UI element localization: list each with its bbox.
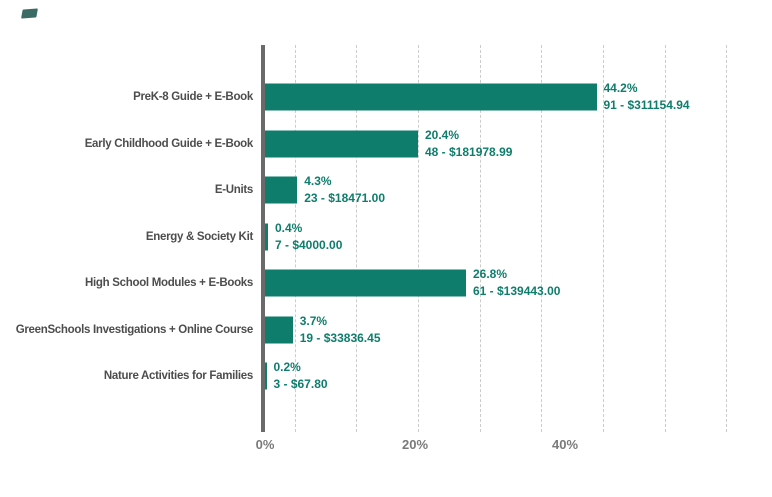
table-row: GreenSchools Investigations + Online Cou… xyxy=(0,307,772,354)
category-label: Early Childhood Guide + E-Book xyxy=(84,137,254,150)
category-label: High School Modules + E-Books xyxy=(85,277,253,290)
value-labels: 0.4% 7 - $4000.00 xyxy=(275,220,342,254)
grid-line xyxy=(603,45,604,432)
plot-area xyxy=(261,45,735,432)
value-labels: 0.2% 3 - $67.80 xyxy=(274,359,328,393)
bar-rows: PreK-8 Guide + E-Book 44.2% 91 - $311154… xyxy=(0,74,772,400)
value-labels: 20.4% 48 - $181978.99 xyxy=(425,127,512,161)
value-bar xyxy=(265,83,597,111)
value-bar xyxy=(265,269,466,297)
bar-track: 3.7% 19 - $33836.45 xyxy=(265,307,772,354)
bar-track: 44.2% 91 - $311154.94 xyxy=(265,74,772,121)
grid-line xyxy=(664,45,666,432)
corner-artifact-mark xyxy=(21,8,38,19)
category-label: E-Units xyxy=(214,184,253,197)
bar-track: 26.8% 61 - $139443.00 xyxy=(265,260,772,307)
category-label: GreenSchools Investigations + Online Cou… xyxy=(15,323,254,336)
percent-label: 20.4% xyxy=(425,127,460,142)
value-bar xyxy=(265,362,267,390)
count-revenue-label: 48 - $181978.99 xyxy=(425,144,513,159)
value-bar xyxy=(265,316,293,344)
value-labels: 44.2% 91 - $311154.94 xyxy=(604,80,690,114)
x-tick-label: 40% xyxy=(551,437,579,452)
category-label: PreK-8 Guide + E-Book xyxy=(133,91,253,104)
value-bar xyxy=(265,223,268,251)
count-revenue-label: 19 - $33836.45 xyxy=(299,330,381,345)
grid-line xyxy=(726,45,728,432)
value-labels: 3.7% 19 - $33836.45 xyxy=(300,313,381,347)
value-labels: 4.3% 23 - $18471.00 xyxy=(304,173,385,207)
bar-track: 0.2% 3 - $67.80 xyxy=(265,353,772,400)
count-revenue-label: 61 - $139443.00 xyxy=(473,284,561,299)
table-row: Energy & Society Kit 0.4% 7 - $4000.00 xyxy=(0,214,772,261)
bar-track: 4.3% 23 - $18471.00 xyxy=(265,167,772,214)
x-tick-label: 20% xyxy=(401,437,429,452)
grid-line xyxy=(417,45,419,432)
x-tick-label: 0% xyxy=(255,437,275,452)
grid-line xyxy=(294,45,296,432)
percent-label: 4.3% xyxy=(304,174,332,189)
grid-line xyxy=(479,45,481,432)
table-row: PreK-8 Guide + E-Book 44.2% 91 - $311154… xyxy=(0,74,772,121)
table-row: High School Modules + E-Books 26.8% 61 -… xyxy=(0,260,772,307)
value-bar xyxy=(265,176,298,204)
percent-label: 44.2% xyxy=(603,81,638,96)
percent-label: 0.2% xyxy=(273,360,301,375)
table-row: E-Units 4.3% 23 - $18471.00 xyxy=(0,167,772,214)
category-label: Energy & Society Kit xyxy=(145,230,253,243)
y-axis-line xyxy=(261,45,265,432)
bar-track: 0.4% 7 - $4000.00 xyxy=(265,214,772,261)
x-axis-ticks: 0% 20% 40% xyxy=(256,437,735,457)
table-row: Nature Activities for Families 0.2% 3 - … xyxy=(0,353,772,400)
count-revenue-label: 7 - $4000.00 xyxy=(275,237,343,252)
percent-label: 0.4% xyxy=(275,220,303,235)
category-label: Nature Activities for Families xyxy=(103,370,253,383)
grid-line xyxy=(541,45,543,432)
bar-track: 20.4% 48 - $181978.99 xyxy=(265,121,772,168)
value-labels: 26.8% 61 - $139443.00 xyxy=(473,266,560,300)
grid-line xyxy=(356,45,358,432)
count-revenue-label: 23 - $18471.00 xyxy=(304,191,385,206)
percent-label: 26.8% xyxy=(473,267,508,282)
value-bar xyxy=(265,130,418,158)
count-revenue-label: 91 - $311154.94 xyxy=(603,98,690,113)
percent-label: 3.7% xyxy=(299,313,328,328)
count-revenue-label: 3 - $67.80 xyxy=(273,377,328,392)
table-row: Early Childhood Guide + E-Book 20.4% 48 … xyxy=(0,121,772,168)
